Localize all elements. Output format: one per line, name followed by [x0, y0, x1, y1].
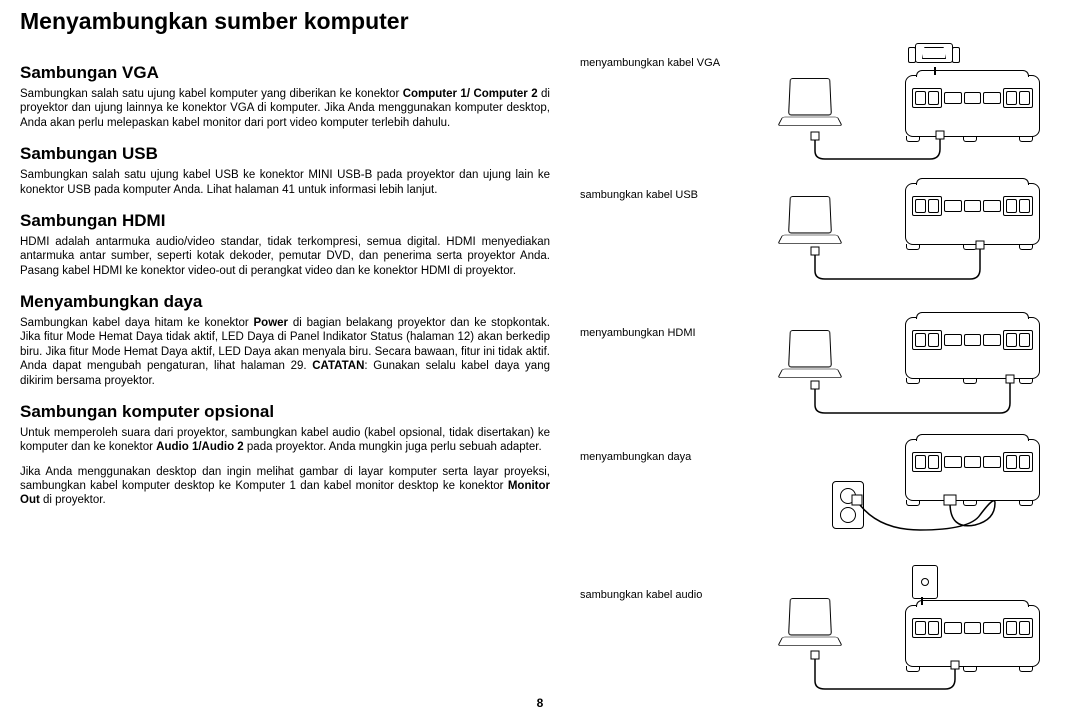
- caption-usb: sambungkan kabel USB: [580, 189, 698, 201]
- wall-outlet-icon: [832, 481, 864, 529]
- page-number: 8: [0, 696, 1080, 710]
- heading-usb: Sambungan USB: [20, 144, 550, 164]
- body-vga: Sambungkan salah satu ujung kabel komput…: [20, 87, 550, 130]
- daya-bold1: Power: [254, 317, 289, 329]
- left-column: Sambungan VGA Sambungkan salah satu ujun…: [20, 49, 560, 508]
- ops-text4: di proyektor.: [40, 494, 106, 506]
- projector-power-icon: [905, 439, 1040, 501]
- laptop-vga-icon: [780, 77, 840, 132]
- projector-hdmi-icon: [905, 317, 1040, 379]
- caption-hdmi: menyambungkan HDMI: [580, 327, 696, 339]
- ops-bold1: Audio 1/Audio 2: [156, 441, 244, 453]
- page-title: Menyambungkan sumber komputer: [20, 8, 1060, 35]
- vga-bold1: Computer 1/: [403, 88, 470, 100]
- caption-daya: menyambungkan daya: [580, 451, 691, 463]
- heading-opsional: Sambungan komputer opsional: [20, 402, 550, 422]
- caption-vga: menyambungkan kabel VGA: [580, 57, 720, 69]
- heading-daya: Menyambungkan daya: [20, 292, 550, 312]
- body-usb: Sambungkan salah satu ujung kabel USB ke…: [20, 168, 550, 197]
- audio-jack-icon: [912, 565, 938, 599]
- body-opsional-1: Untuk memperoleh suara dari proyektor, s…: [20, 426, 550, 455]
- daya-bold2: CATATAN: [312, 360, 364, 372]
- caption-audio: sambungkan kabel audio: [580, 589, 702, 601]
- heading-hdmi: Sambungan HDMI: [20, 211, 550, 231]
- laptop-hdmi-icon: [780, 329, 840, 384]
- ops-text2: pada proyektor. Anda mungkin juga perlu …: [244, 441, 542, 453]
- body-daya: Sambungkan kabel daya hitam ke konektor …: [20, 316, 550, 388]
- body-opsional-2: Jika Anda menggunakan desktop dan ingin …: [20, 465, 550, 508]
- laptop-usb-icon: [780, 195, 840, 250]
- projector-vga-icon: [905, 75, 1040, 137]
- vga-text: Sambungkan salah satu ujung kabel komput…: [20, 88, 403, 100]
- right-column: menyambungkan kabel VGA sambungkan: [560, 49, 1060, 508]
- body-hdmi: HDMI adalah antarmuka audio/video standa…: [20, 235, 550, 278]
- ops-text3: Jika Anda menggunakan desktop dan ingin …: [20, 466, 550, 492]
- projector-usb-icon: [905, 183, 1040, 245]
- heading-vga: Sambungan VGA: [20, 63, 550, 83]
- projector-audio-icon: [905, 605, 1040, 667]
- vga-bold2: Computer 2: [473, 88, 537, 100]
- vga-plug-icon: [915, 43, 953, 63]
- daya-text: Sambungkan kabel daya hitam ke konektor: [20, 317, 254, 329]
- content-area: Sambungan VGA Sambungkan salah satu ujun…: [20, 49, 1060, 508]
- laptop-audio-icon: [780, 597, 840, 652]
